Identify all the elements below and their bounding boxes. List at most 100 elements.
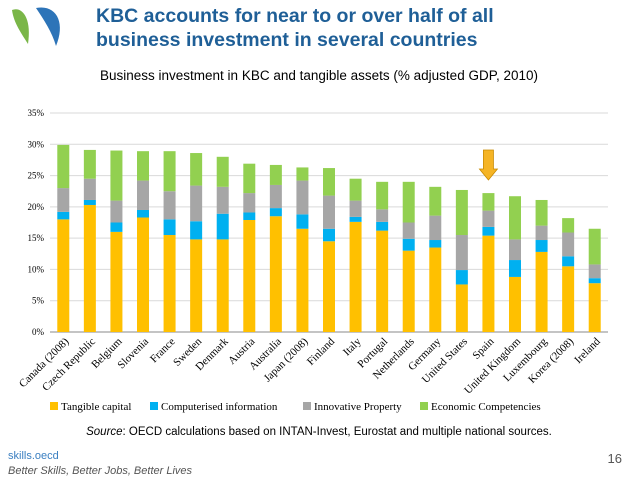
bar-segment-innovative xyxy=(243,193,256,213)
bar-segment-innovative xyxy=(349,200,362,217)
bar-segment-computerised xyxy=(376,221,389,231)
chart-title: Business investment in KBC and tangible … xyxy=(100,68,538,83)
bar-segment-computerised xyxy=(110,222,123,232)
logo-green-leaf xyxy=(12,9,29,44)
bar-segment-innovative xyxy=(296,180,309,215)
legend-label-innovative: Innovative Property xyxy=(314,401,402,413)
y-axis-tick-labels: 0% 5% 10% 15% 20% 25% 30% 35% xyxy=(28,108,45,337)
bar-segment-computerised xyxy=(216,213,229,240)
bar-segment-computerised xyxy=(482,226,495,236)
bar-segment-economic xyxy=(588,228,601,265)
bar-segment-tangible xyxy=(190,239,203,332)
y-tick-label: 30% xyxy=(28,139,45,149)
chart-annotations xyxy=(478,149,499,181)
bar-segment-tangible xyxy=(83,204,96,332)
slide-title-line1: KBC accounts for near to or over half of… xyxy=(96,5,494,27)
oecd-logo xyxy=(12,7,60,46)
source-note: Source: OECD calculations based on INTAN… xyxy=(0,426,638,438)
bar-segment-computerised xyxy=(455,270,468,285)
legend-label-computerised: Computerised information xyxy=(161,401,278,413)
bar-segment-tangible xyxy=(296,228,309,332)
bar-segment-innovative xyxy=(482,210,495,227)
y-tick-label: 10% xyxy=(28,264,45,274)
bar-segment-economic xyxy=(349,178,362,201)
y-tick-label: 25% xyxy=(28,171,45,181)
bar-segment-economic xyxy=(57,144,70,189)
bar-segment-economic xyxy=(562,218,575,233)
bar-segment-tangible xyxy=(376,230,389,332)
bar-segment-innovative xyxy=(455,235,468,271)
legend-item-tangible: Tangible capital xyxy=(50,401,131,413)
source-text: : OECD calculations based on INTAN-Inves… xyxy=(122,426,552,438)
bar-segment-innovative xyxy=(57,188,70,212)
bar-segment-innovative xyxy=(429,215,442,241)
bar-segment-economic xyxy=(455,189,468,236)
y-tick-label: 15% xyxy=(28,233,45,243)
bar-segment-computerised xyxy=(269,208,282,217)
bar-segment-innovative xyxy=(535,225,548,241)
bar-segment-economic xyxy=(402,181,415,223)
slide-title: KBC accounts for near to or over half of… xyxy=(96,4,616,52)
bar-segment-innovative xyxy=(376,209,389,222)
bar-segment-tangible xyxy=(216,239,229,332)
bar-segment-innovative xyxy=(323,195,335,229)
bar-segment-economic xyxy=(137,151,149,181)
bar-segment-computerised xyxy=(429,240,442,248)
bar-segment-tangible xyxy=(137,217,149,332)
bar-segment-innovative xyxy=(110,200,123,223)
bar-segment-innovative xyxy=(509,239,521,261)
bar-segment-innovative xyxy=(402,222,415,239)
bar-segment-innovative xyxy=(588,264,601,279)
bar-segment-computerised xyxy=(243,212,256,220)
bar-segment-tangible xyxy=(163,235,176,332)
bar-segment-computerised xyxy=(296,214,309,229)
bar-segment-tangible xyxy=(562,266,575,332)
bar-segment-economic xyxy=(163,151,176,192)
x-tick-label: Ireland xyxy=(572,335,603,366)
legend-swatch-economic xyxy=(420,402,428,410)
bar-segment-economic xyxy=(83,149,96,179)
bar-segment-economic xyxy=(535,199,548,226)
legend-swatch-tangible xyxy=(50,402,58,410)
bar-segment-computerised xyxy=(163,219,176,236)
y-tick-label: 5% xyxy=(32,296,45,306)
bar-segment-tangible xyxy=(323,241,335,332)
y-tick-label: 20% xyxy=(28,202,45,212)
bar-segment-economic xyxy=(269,164,282,185)
legend-swatch-computerised xyxy=(150,402,158,410)
bar-segment-economic xyxy=(243,163,256,194)
bar-segment-economic xyxy=(482,193,495,211)
bar-segment-innovative xyxy=(163,191,176,220)
y-tick-label: 35% xyxy=(28,108,45,118)
bar-segment-tangible xyxy=(588,283,601,332)
bar-segment-computerised xyxy=(349,216,362,222)
x-tick-label: Italy xyxy=(341,335,364,358)
stacked-bar-chart: 0% 5% 10% 15% 20% 25% 30% 35% Canada (2008)Czec… xyxy=(17,108,608,413)
bar-segment-economic xyxy=(323,168,335,196)
legend-item-economic: Economic Competencies xyxy=(420,401,541,413)
bar-segment-economic xyxy=(296,167,309,181)
bar-segment-computerised xyxy=(402,238,415,251)
bar-segment-tangible xyxy=(535,251,548,332)
legend-label-economic: Economic Competencies xyxy=(431,401,541,413)
bar-segment-tangible xyxy=(243,219,256,332)
bar-segment-innovative xyxy=(269,184,282,209)
bar-segment-computerised xyxy=(83,199,96,205)
bar-segment-tangible xyxy=(482,235,495,332)
legend-label-tangible: Tangible capital xyxy=(61,401,131,413)
bar-segment-computerised xyxy=(190,221,203,240)
x-axis-tick-labels: Canada (2008)Czech RepublicBelgiumSloven… xyxy=(17,335,603,396)
slide-title-line2: business investment in several countries xyxy=(96,29,478,51)
bar-segment-computerised xyxy=(137,209,149,218)
bar-group xyxy=(57,144,601,332)
bar-segment-tangible xyxy=(110,231,123,332)
bar-segment-economic xyxy=(429,186,442,216)
bar-segment-tangible xyxy=(349,221,362,332)
bar-segment-innovative xyxy=(216,186,229,214)
chart-legend: Tangible capital Computerised information… xyxy=(50,401,541,413)
footer-brand[interactable]: skills.oecd xyxy=(8,450,59,462)
page-number: 16 xyxy=(607,451,622,466)
bar-segment-computerised xyxy=(562,256,575,267)
source-label: Source xyxy=(86,426,123,438)
bar-segment-tangible xyxy=(429,247,442,332)
